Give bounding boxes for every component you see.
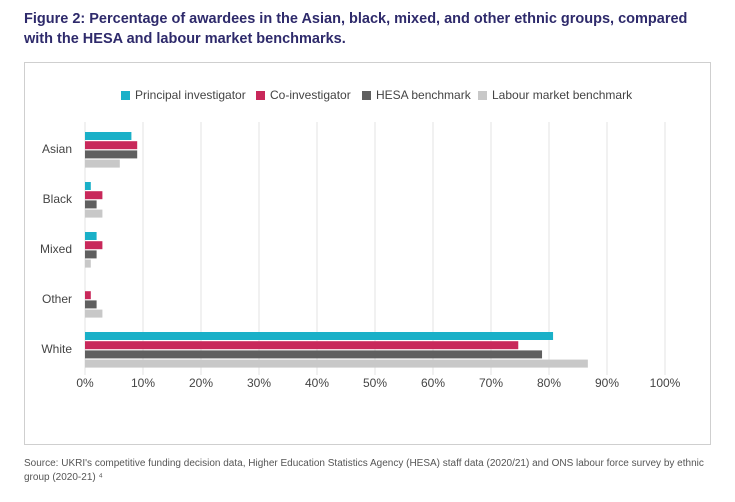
legend-label: Co-investigator xyxy=(270,88,351,102)
x-tick-label: 80% xyxy=(537,376,561,390)
y-tick-label: Mixed xyxy=(40,242,72,256)
bar xyxy=(85,291,91,300)
bar xyxy=(85,200,97,209)
bar xyxy=(85,241,103,250)
chart-frame xyxy=(24,62,711,445)
y-tick-label: White xyxy=(41,342,72,356)
bar xyxy=(85,191,103,200)
bar xyxy=(85,150,138,159)
bar xyxy=(85,332,554,340)
x-tick-label: 50% xyxy=(363,376,387,390)
legend-swatch xyxy=(478,91,487,100)
legend-label: Labour market benchmark xyxy=(492,88,633,102)
legend-label: HESA benchmark xyxy=(376,88,472,102)
bar xyxy=(85,259,91,268)
bar xyxy=(85,159,120,168)
y-tick-label: Asian xyxy=(42,142,72,156)
x-tick-label: 20% xyxy=(189,376,213,390)
chart-title: Figure 2: Percentage of awardees in the … xyxy=(24,11,688,47)
bar xyxy=(85,232,97,240)
bar xyxy=(85,250,97,259)
y-tick-label: Black xyxy=(43,192,73,206)
bar xyxy=(85,300,97,309)
x-tick-label: 70% xyxy=(479,376,503,390)
x-tick-label: 10% xyxy=(131,376,155,390)
legend-swatch xyxy=(121,91,130,100)
bar xyxy=(85,141,138,150)
bar xyxy=(85,182,91,190)
y-tick-label: Other xyxy=(42,292,72,306)
x-tick-label: 60% xyxy=(421,376,445,390)
legend-swatch xyxy=(256,91,265,100)
legend-label: Principal investigator xyxy=(135,88,246,102)
x-tick-label: 0% xyxy=(76,376,94,390)
bar xyxy=(85,350,543,359)
bar xyxy=(85,359,588,368)
legend-swatch xyxy=(362,91,371,100)
bar xyxy=(85,341,519,350)
x-tick-label: 30% xyxy=(247,376,271,390)
bar xyxy=(85,309,103,318)
bar xyxy=(85,132,132,140)
source-note: Source: UKRI's competitive funding decis… xyxy=(24,458,704,483)
x-tick-label: 90% xyxy=(595,376,619,390)
x-tick-label: 100% xyxy=(650,376,681,390)
x-tick-label: 40% xyxy=(305,376,329,390)
bar xyxy=(85,209,103,218)
chart: 0% 10% 20% 30% 40% 50% 60% 70% 80% 90% 100% Princip… xyxy=(40,88,681,390)
